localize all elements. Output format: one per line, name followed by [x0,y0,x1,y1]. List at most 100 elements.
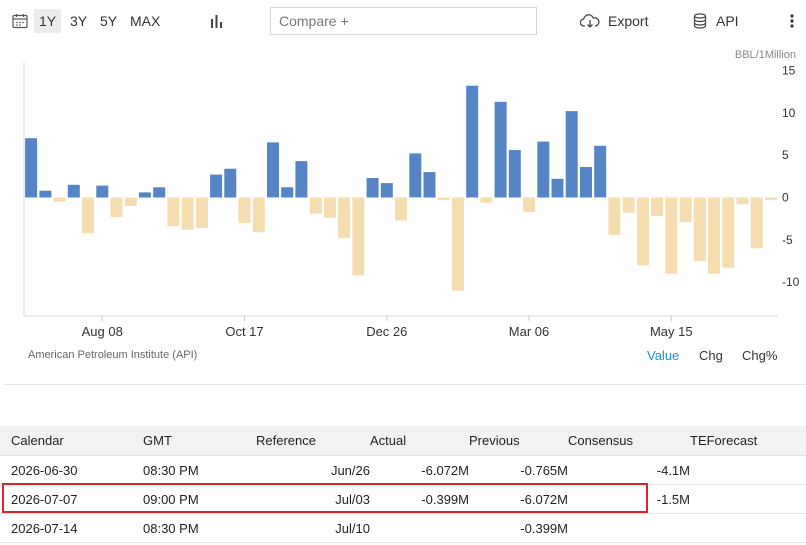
cell-gmt: 09:00 PM [143,484,256,514]
export-label: Export [608,13,649,29]
bar [153,187,166,198]
header-actual: Actual [370,426,469,456]
bar [494,101,507,198]
header-reference: Reference [256,426,370,456]
cell-gmt: 08:30 PM [143,513,256,543]
bar [423,172,436,198]
chart-area: BBL/1Million 15 10 5 0 -5 -10 Aug 08 Oct 17 Dec … [0,42,806,372]
mode-value-button[interactable]: Value [647,348,680,363]
table-row: 2026-07-07 09:00 PM Jul/03 -0.399M -6.07… [0,484,806,514]
calendar-table: Calendar GMT Reference Actual Previous C… [0,426,806,543]
bar [25,138,38,198]
table-row: 2026-07-14 08:30 PM Jul/10 -0.399M [0,513,806,543]
axes-group: 15 10 5 0 -5 -10 Aug 08 Oct 17 Dec 26 Mar 06 May 1… [23,62,800,339]
cell-teforecast [690,513,806,543]
bar [39,190,52,198]
bar [124,197,137,206]
bar [352,197,365,276]
bar [580,167,592,198]
bar [736,197,749,205]
more-options-icon[interactable] [789,13,795,29]
bar [323,197,336,218]
bar [267,142,279,198]
bar [508,150,521,198]
mode-chg-button[interactable]: Chg [699,348,723,363]
cell-actual: -0.399M [370,484,469,514]
bar [679,197,692,223]
cell-date: 2026-06-30 [0,455,143,485]
compare-input[interactable] [270,7,537,35]
range-1y-button[interactable]: 1Y [34,9,62,33]
y-tick-label: -5 [782,233,793,247]
x-tick-label: Dec 26 [366,324,407,339]
cell-gmt: 08:30 PM [143,455,256,485]
section-divider [4,384,806,385]
y-tick-label: 5 [782,148,789,162]
bar [665,197,678,274]
bar [309,197,322,214]
chart-toolbar: 1Y 3Y 5Y MAX Export API [0,0,806,42]
bar [693,197,706,261]
database-icon [693,13,707,29]
bar [181,197,194,230]
range-5y-button[interactable]: 5Y [100,13,118,29]
cloud-download-icon [579,13,600,29]
calendar-icon[interactable] [12,13,28,29]
cell-date: 2026-07-07 [0,484,143,514]
cell-consensus: -1.5M [568,484,690,514]
cell-previous: -0.399M [469,513,568,543]
bar [608,197,621,235]
chart-type-icon[interactable] [210,13,224,29]
bar [167,197,180,227]
cell-teforecast [690,484,806,514]
bar [537,141,550,198]
cell-reference: Jul/10 [256,513,370,543]
x-tick-label: Oct 17 [225,324,263,339]
bar-chart: BBL/1Million 15 10 5 0 -5 -10 Aug 08 Oct 17 Dec … [23,49,800,339]
bar [480,197,493,203]
bar [53,197,66,202]
header-consensus: Consensus [568,426,690,456]
cell-actual: -6.072M [370,455,469,485]
bar [451,197,464,291]
bar [380,183,393,198]
bar [295,161,308,198]
bar [395,197,407,221]
bar [466,85,479,198]
header-calendar: Calendar [0,426,143,456]
cell-reference: Jul/03 [256,484,370,514]
bar [110,197,123,217]
x-tick-label: Aug 08 [82,324,123,339]
bar [565,111,578,198]
bar [622,197,635,213]
bar [750,197,763,249]
bar [409,153,422,198]
bar [636,197,649,266]
bar [523,197,536,212]
bar [551,178,564,198]
bar [67,184,80,198]
bars-group [25,85,777,291]
bar [96,185,109,198]
header-teforecast: TEForecast [690,426,806,456]
y-tick-label: -10 [782,275,800,289]
cell-teforecast [690,455,806,485]
range-3y-button[interactable]: 3Y [70,13,88,29]
x-tick-label: Mar 06 [509,324,549,339]
bar [437,197,450,200]
header-previous: Previous [469,426,568,456]
y-tick-label: 15 [782,64,796,78]
mode-chg-pct-button[interactable]: Chg% [742,348,778,363]
cell-consensus [568,513,690,543]
bar [252,197,265,233]
table-header-row: Calendar GMT Reference Actual Previous C… [0,426,806,456]
bar [138,192,151,198]
cell-actual [370,513,469,543]
bar [651,197,664,217]
range-max-button[interactable]: MAX [130,13,161,29]
x-tick-label: May 15 [650,324,693,339]
bar [708,197,720,274]
y-tick-label: 10 [782,106,796,120]
source-label: American Petroleum Institute (API) [28,349,198,361]
bar [224,168,237,198]
